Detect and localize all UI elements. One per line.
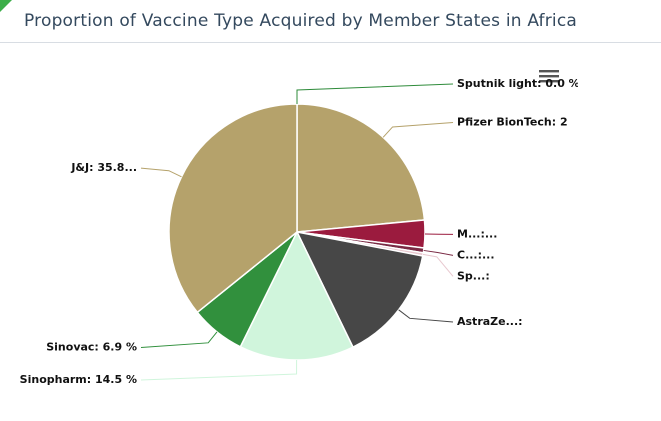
connector — [382, 122, 454, 138]
header: Proportion of Vaccine Type Acquired by M… — [0, 0, 661, 43]
data-label: C...:... — [457, 248, 495, 261]
connector — [296, 83, 454, 104]
chart-title: Proportion of Vaccine Type Acquired by M… — [24, 11, 578, 31]
pie-slice — [239, 230, 354, 361]
connector — [140, 331, 218, 349]
menu-button[interactable] — [539, 70, 559, 83]
connector — [423, 249, 454, 256]
connector — [140, 167, 182, 178]
pie-slice — [296, 103, 426, 233]
data-label: Pfizer BionTech: 2 — [457, 116, 568, 129]
corner-mark — [0, 0, 12, 12]
pie-slice — [295, 230, 424, 349]
data-label: Sinovac: 6.9 % — [46, 341, 137, 354]
connector — [422, 253, 454, 277]
chart: Sputnik light: 0.0 % Pfizer BionTech: 2 M.… — [20, 70, 580, 386]
pie-slice — [168, 103, 298, 314]
data-label: AstraZe...: — [457, 315, 523, 328]
data-label: Sinopharm: 14.5 % — [20, 373, 137, 386]
connector — [140, 359, 298, 381]
data-label: Sputnik light: 0.0 % — [457, 77, 580, 90]
data-label: J&J: 35.8... — [70, 161, 137, 174]
data-label: M...:... — [457, 227, 497, 240]
data-label: Sp...: — [457, 269, 490, 282]
connector — [398, 309, 454, 323]
